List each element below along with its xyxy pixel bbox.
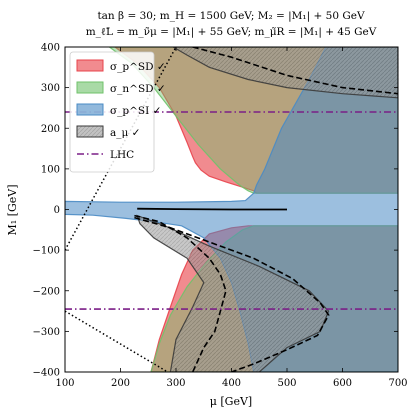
legend: σ_p^SD ✓ σ_n^SD ✓ σ_p^SI ✓ a_μ ✓ LHC	[69, 51, 166, 173]
y-axis-label: M₁ [GeV]	[6, 185, 19, 236]
boundaries-layer	[65, 47, 398, 372]
y-axis-ticks: −400 −300 −200 −100 0 100 200 300 400	[33, 43, 398, 379]
x-tick-label: 700	[388, 378, 407, 389]
y-tick-label: 300	[41, 83, 60, 94]
chart-title-line1: tan β = 30; m_H = 1500 GeV; M₂ = |M₁| + …	[97, 10, 365, 23]
legend-label-2: σ_p^SI ✓	[110, 105, 161, 117]
x-tick-label: 500	[277, 378, 296, 389]
x-tick-label: 600	[333, 378, 352, 389]
y-tick-label: 200	[41, 124, 60, 135]
legend-label-1: σ_n^SD ✓	[110, 83, 166, 95]
legend-swatch-0	[76, 59, 104, 72]
y-tick-label: −100	[33, 246, 60, 257]
legend-entry-1: σ_n^SD ✓	[76, 81, 166, 95]
boundary-dashed-upper	[192, 47, 398, 95]
legend-label-4: LHC	[110, 149, 134, 161]
y-tick-label: −200	[33, 286, 60, 297]
legend-entry-2: σ_p^SI ✓	[76, 103, 161, 117]
y-tick-label: 400	[41, 43, 60, 54]
legend-swatch-2	[76, 103, 104, 116]
y-tick-label: −400	[33, 368, 60, 379]
x-tick-label: 100	[55, 378, 74, 389]
x-tick-label: 400	[222, 378, 241, 389]
y-tick-label: 0	[54, 205, 60, 216]
legend-entry-0: σ_p^SD ✓	[76, 59, 166, 73]
legend-label-0: σ_p^SD ✓	[110, 61, 166, 73]
legend-entry-4: LHC	[77, 149, 134, 161]
legend-entry-3: a_μ ✓	[76, 125, 140, 139]
boundary-dotted-upper	[65, 47, 177, 251]
boundary-dashed-lower-inner	[134, 214, 227, 372]
x-axis-label: μ [GeV]	[210, 395, 252, 408]
y-tick-label: −300	[33, 327, 60, 338]
legend-swatch-3	[76, 125, 104, 138]
lhc-lines-layer	[65, 111, 398, 310]
region-series-3-upper	[172, 47, 398, 99]
legend-swatch-1	[76, 81, 104, 94]
x-tick-label: 200	[111, 378, 130, 389]
y-tick-label: 100	[41, 164, 60, 175]
plot-area	[65, 47, 398, 372]
x-axis-ticks: 100 200 300 400 500 600 700	[55, 47, 408, 389]
x-tick-label: 300	[166, 378, 185, 389]
region-series-3-lower	[136, 214, 330, 372]
boundary-dashed-lower-outer	[134, 216, 330, 372]
legend-label-3: a_μ ✓	[110, 127, 140, 139]
boundary-black-spike	[137, 207, 287, 211]
chart-title-line2: m_ℓ̃L = m_ν̃μ = |M₁| + 55 GeV; m_μ̃R = |…	[86, 26, 377, 39]
